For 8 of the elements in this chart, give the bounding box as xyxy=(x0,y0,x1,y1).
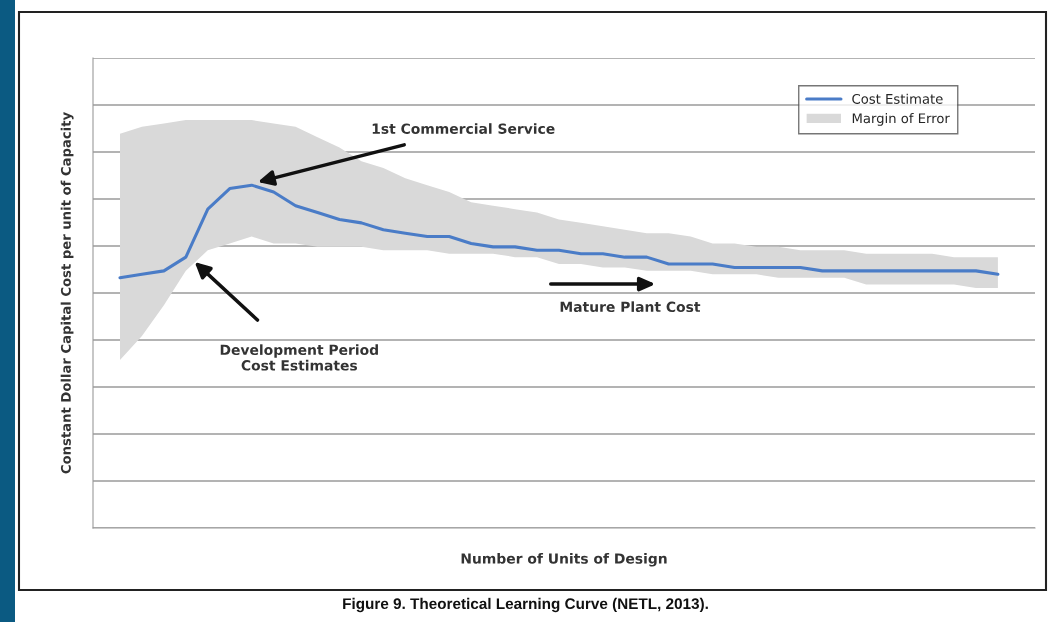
text: Margin of Error xyxy=(852,113,950,126)
x-axis-title: Number of Units of Design xyxy=(461,553,667,567)
legend-label: Cost Estimate xyxy=(852,93,943,104)
y-axis-title: Constant Dollar Capital Cost per unit of Capacity xyxy=(60,112,74,474)
annotation: Development Period Cost Estimates xyxy=(220,344,378,371)
text: 1st Commercial Service xyxy=(372,123,555,134)
caption: Figure 9. Theoretical Learning Curve (NETL, 2013). xyxy=(343,597,708,613)
annotation: Mature Plant Cost xyxy=(560,301,701,313)
